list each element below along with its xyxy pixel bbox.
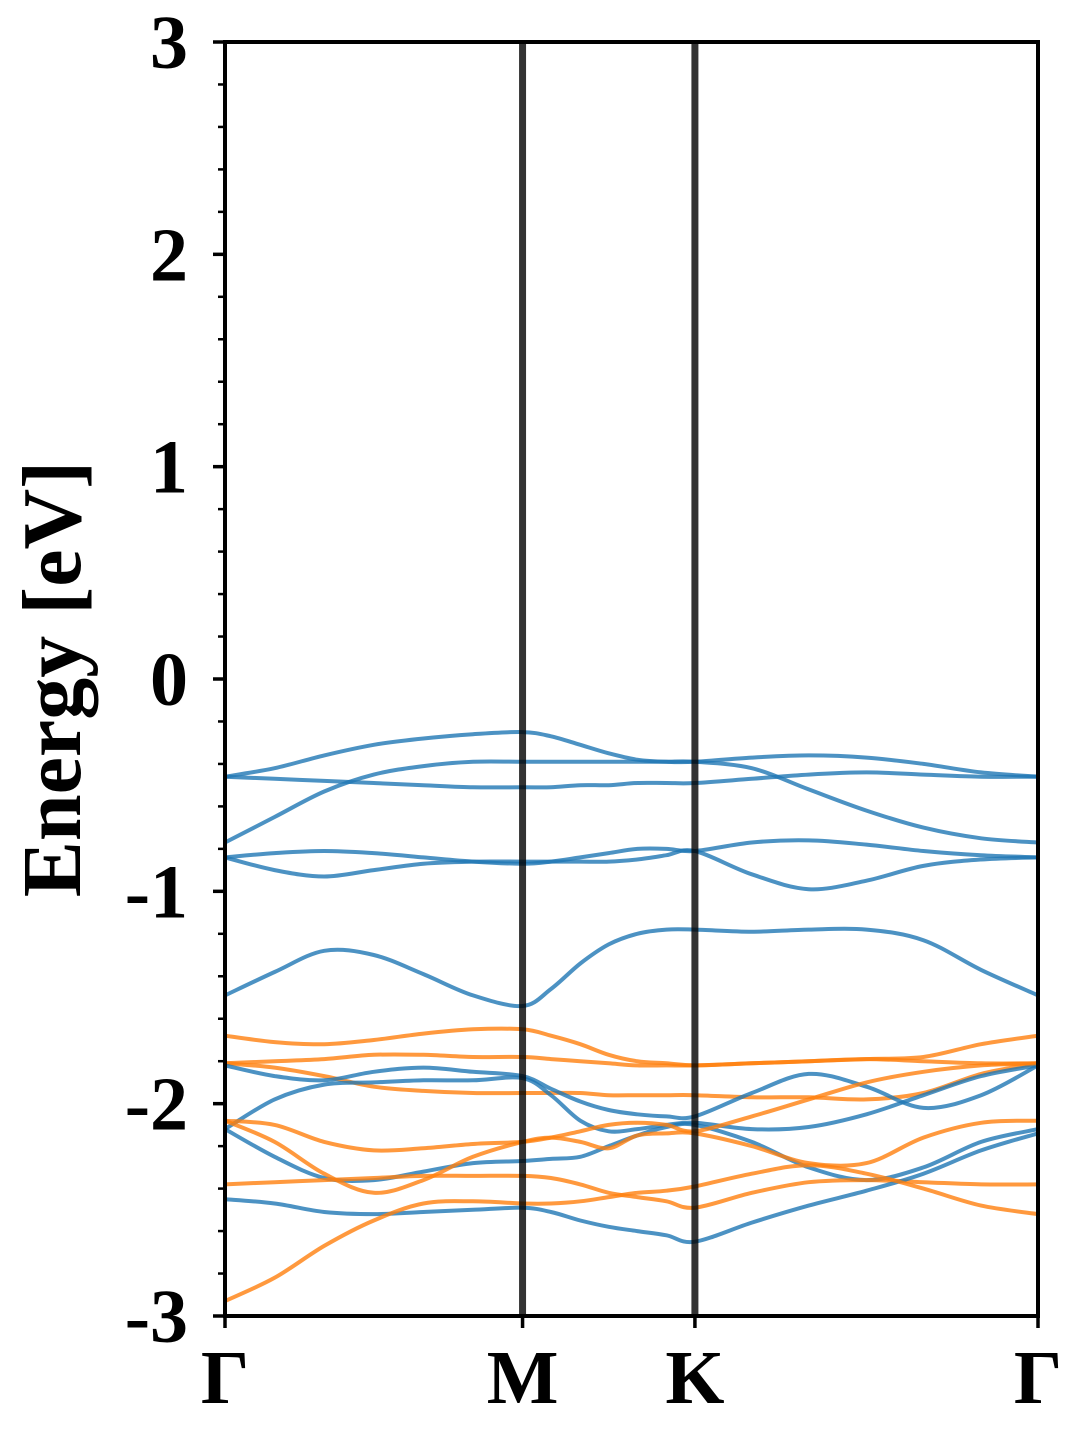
bands-layer	[225, 730, 1038, 1303]
band-line-12	[225, 1121, 1038, 1183]
band-line-5	[225, 848, 1038, 892]
y-tick-label: 3	[150, 1, 188, 85]
y-tick-label: 1	[150, 426, 188, 510]
band-line-10	[225, 1063, 1038, 1121]
band-line-8	[225, 1052, 1038, 1068]
band-line-6	[225, 926, 1038, 1009]
band-line-13	[225, 1061, 1038, 1153]
y-axis-title: Energy [eV]	[6, 461, 99, 897]
band-line-2	[225, 770, 1038, 790]
y-tick-label: 2	[150, 213, 188, 297]
plot-frame	[223, 40, 1040, 1318]
band-line-15	[225, 1173, 1038, 1210]
band-line-17	[225, 1163, 1038, 1303]
y-axis-ticks: -3 -2 -1 0 1 2 3	[125, 1, 225, 1359]
kpoint-label: Γ	[201, 1336, 249, 1420]
kpoint-label: M	[487, 1336, 559, 1420]
band-line-1	[225, 730, 1038, 779]
band-line-3	[225, 759, 1038, 845]
kpoint-label: K	[665, 1336, 724, 1420]
band-line-14	[225, 1118, 1038, 1195]
band-line-9	[225, 1061, 1038, 1102]
y-tick-label: -2	[125, 1063, 188, 1147]
band-line-16	[225, 1131, 1038, 1245]
band-line-11	[225, 1063, 1038, 1134]
high-symmetry-lines	[519, 42, 699, 1316]
band-line-4	[225, 838, 1038, 866]
kpoint-label: Γ	[1014, 1336, 1062, 1420]
y-tick-label: 0	[150, 638, 188, 722]
y-tick-label: -3	[125, 1275, 188, 1359]
y-tick-label: -1	[125, 850, 188, 934]
